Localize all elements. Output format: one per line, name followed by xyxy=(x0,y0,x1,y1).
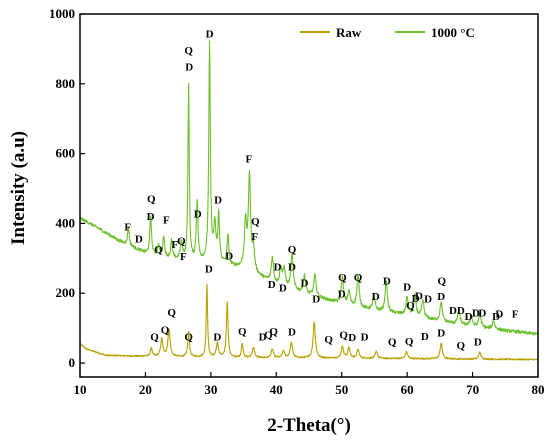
peak-label: D xyxy=(437,291,445,303)
peak-label: Q xyxy=(184,331,193,343)
peak-label: D xyxy=(185,62,193,74)
y-tick-labels: 0 200 400 600 800 1000 xyxy=(49,6,75,370)
peak-label: D xyxy=(194,208,202,220)
axis-ticks xyxy=(79,13,539,377)
peak-label: Q xyxy=(324,334,333,346)
legend-1000c-label: 1000 °C xyxy=(431,25,475,40)
peak-label: D xyxy=(474,337,482,349)
x-tick-label: 70 xyxy=(466,382,479,397)
peak-label: F xyxy=(251,231,258,243)
peak-label: D xyxy=(348,332,356,344)
peak-label: Q xyxy=(354,272,363,284)
peak-label: Q xyxy=(177,235,186,247)
peak-label: D xyxy=(449,305,457,317)
series-layer xyxy=(79,40,539,361)
peak-label: Q xyxy=(438,276,447,288)
y-tick-label: 1000 xyxy=(49,6,75,21)
peak-label: Q xyxy=(269,326,278,338)
peak-label: D xyxy=(214,195,222,207)
peak-label: F xyxy=(172,239,179,251)
peak-label: D xyxy=(465,311,473,323)
peak-label: Q xyxy=(150,332,159,344)
peak-label: D xyxy=(279,282,287,294)
peak-label: D xyxy=(412,293,420,305)
peak-label: D xyxy=(300,277,308,289)
peak-label: D xyxy=(213,332,221,344)
peak-label: Q xyxy=(388,337,397,349)
peak-label: Q xyxy=(264,330,273,342)
peak-label: D xyxy=(492,311,500,323)
peak-label: Q xyxy=(147,193,156,205)
x-tick-label: 30 xyxy=(204,382,217,397)
peak-label: D xyxy=(361,331,369,343)
x-tick-labels: 10 20 30 40 50 60 70 80 xyxy=(74,382,545,397)
x-tick-label: 60 xyxy=(401,382,414,397)
peak-label: D xyxy=(372,291,380,303)
x-tick-label: 40 xyxy=(270,382,283,397)
peak-label: Q xyxy=(251,216,260,228)
peak-label: D xyxy=(415,291,423,303)
peak-label: D xyxy=(225,250,233,262)
peak-label: Q xyxy=(167,307,176,319)
peak-label: D xyxy=(495,309,503,321)
peak-label: D xyxy=(403,281,411,293)
y-tick-label: 0 xyxy=(69,355,76,370)
peak-label: D xyxy=(424,293,432,305)
legend-raw-label: Raw xyxy=(336,25,362,40)
peak-label: Q xyxy=(288,244,297,256)
peak-label: D xyxy=(135,234,143,246)
peak-label: Q xyxy=(338,272,347,284)
x-tick-label: 80 xyxy=(532,382,545,397)
peak-label: D xyxy=(457,305,465,317)
peak-label: D xyxy=(472,307,480,319)
peak-label: D xyxy=(338,288,346,300)
peak-label: Q xyxy=(238,326,247,338)
peak-label: D xyxy=(383,276,391,288)
y-tick-label: 800 xyxy=(56,76,76,91)
peak-label: D xyxy=(478,307,486,319)
peak-label: D xyxy=(147,211,155,223)
peak-label: F xyxy=(163,214,170,226)
peak-label: Q xyxy=(184,45,193,57)
peak-label: D xyxy=(274,262,282,274)
peak-label: Q xyxy=(339,330,348,342)
legend: Raw 1000 °C xyxy=(300,25,475,40)
raw-series-line xyxy=(79,283,539,361)
peak-label: Q xyxy=(161,324,170,336)
peak-label: D xyxy=(312,294,320,306)
peak-label: D xyxy=(268,279,276,291)
plot-frame xyxy=(79,13,539,378)
y-tick-label: 200 xyxy=(56,285,76,300)
x-tick-label: 20 xyxy=(139,382,152,397)
x-tick-label: 50 xyxy=(335,382,348,397)
peak-label: Q xyxy=(154,244,163,256)
y-tick-label: 600 xyxy=(56,146,76,161)
1000c-series-line xyxy=(79,40,539,336)
peak-label: D xyxy=(259,331,267,343)
peak-label: D xyxy=(437,328,445,340)
peak-label: D xyxy=(206,28,214,40)
peak-label: D xyxy=(288,326,296,338)
x-tick-label: 10 xyxy=(74,382,87,397)
peak-label: F xyxy=(180,251,187,263)
y-axis-title: Intensity (a.u) xyxy=(8,131,29,245)
peak-label: D xyxy=(205,263,213,275)
peak-label: F xyxy=(124,221,131,233)
peak-label: F xyxy=(512,309,519,321)
peak-label: Q xyxy=(405,336,414,348)
peak-label: D xyxy=(421,331,429,343)
peak-label: Q xyxy=(457,340,466,352)
y-tick-label: 400 xyxy=(56,215,76,230)
peak-label: F xyxy=(245,153,252,165)
x-axis-title: 2-Theta(°) xyxy=(267,415,351,436)
peak-label: D xyxy=(288,262,296,274)
peak-label: Q xyxy=(406,300,415,312)
